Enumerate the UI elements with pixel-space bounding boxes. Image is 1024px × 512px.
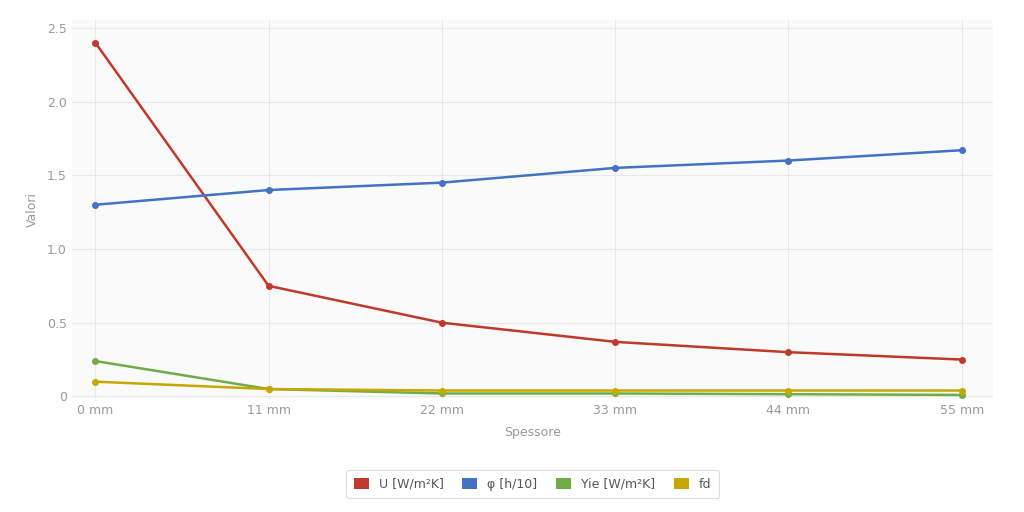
Y-axis label: Valori: Valori — [26, 193, 39, 227]
Legend: U [W/m²K], φ [h/10], Yie [W/m²K], fd: U [W/m²K], φ [h/10], Yie [W/m²K], fd — [346, 470, 719, 498]
X-axis label: Spessore: Spessore — [504, 425, 561, 439]
